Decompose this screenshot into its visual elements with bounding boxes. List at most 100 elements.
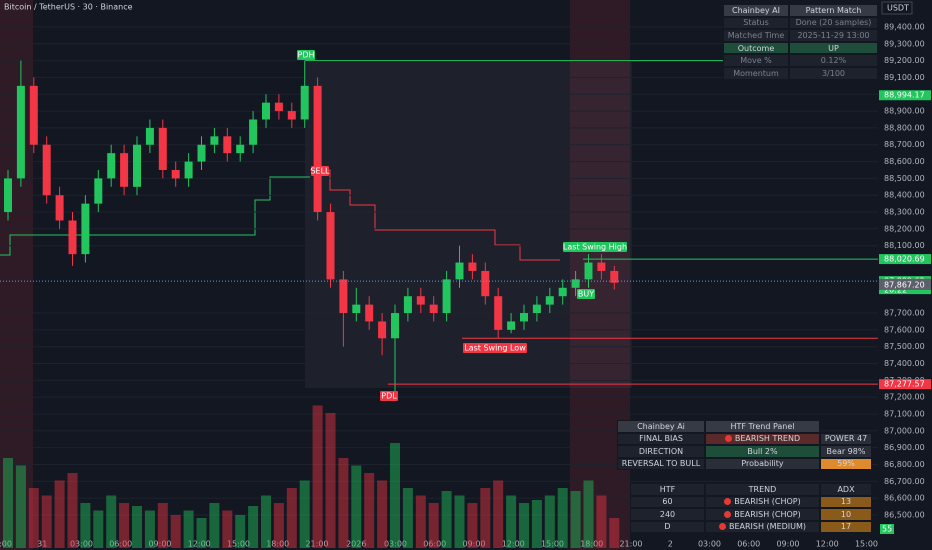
panel-cell: DIRECTION	[617, 445, 705, 458]
annotation: Last Swing Low	[464, 344, 526, 353]
bias-dot	[724, 435, 732, 443]
y-tick-label: 88,400.00	[884, 191, 925, 200]
y-tick-label: 86,600.00	[884, 494, 925, 503]
pattern-cell: 2025-11-29 13:00	[789, 29, 878, 42]
volume-bar	[390, 443, 400, 548]
y-tick-label: 87,600.00	[884, 325, 925, 334]
candle-body	[429, 304, 438, 314]
volume-bar	[261, 495, 271, 548]
cell-text: 0.12%	[820, 56, 847, 66]
y-tick-label: 87,000.00	[884, 426, 925, 435]
volume-bar	[415, 495, 426, 548]
candle-body	[352, 304, 361, 314]
y-tick-label: 87,200.00	[884, 393, 925, 402]
candle-body	[507, 321, 516, 330]
candle-body	[274, 102, 283, 112]
candle-body	[571, 279, 580, 288]
htf-cell: D	[630, 520, 705, 533]
trail-line	[0, 176, 310, 256]
volume-bar	[570, 491, 581, 548]
htf-cell: BEARISH (CHOP)	[705, 508, 820, 521]
cell-text: 2025-11-29 13:00	[797, 30, 870, 40]
volume-bar	[441, 491, 452, 548]
cell-text: Done (20 samples)	[795, 18, 872, 28]
volume-bar	[583, 480, 594, 548]
x-tick-label: 03:00	[698, 540, 721, 549]
panel-cell: REVERSAL TO BULL	[617, 457, 705, 470]
annotation-bg	[297, 50, 315, 60]
panel-cell: POWER 47	[820, 432, 872, 445]
volume-bar	[377, 480, 388, 548]
x-tick-label: 12:00	[502, 540, 525, 549]
cell-text: Chainbey AI	[732, 5, 780, 15]
volume-bar	[3, 458, 13, 548]
volume-bar	[493, 480, 504, 548]
annotation-bg	[577, 289, 595, 299]
candle-body	[532, 304, 541, 314]
volume-bar	[531, 500, 542, 548]
volume-bar	[299, 480, 310, 548]
cell-text: 10	[840, 509, 852, 519]
pattern-cell: Move %	[723, 54, 789, 67]
htf-header: HTF	[630, 483, 705, 496]
candle-body	[403, 296, 412, 314]
y-tick-label: 89,200.00	[884, 56, 925, 65]
candle-body	[558, 287, 567, 297]
y-tick-label: 87,500.00	[884, 342, 925, 351]
candle-body	[300, 85, 309, 120]
volume-bar	[325, 413, 336, 548]
x-tick-label: 18:00	[266, 540, 289, 549]
volume-bar	[428, 503, 439, 548]
panel-cell: BEARISH TREND	[705, 432, 820, 445]
y-tick-label: 88,100.00	[884, 241, 925, 250]
x-tick-label: 0:00	[0, 540, 12, 549]
volume-bar	[183, 510, 194, 548]
volume-bar	[609, 518, 620, 548]
volume-bar	[248, 506, 259, 548]
annotation: PDL	[381, 392, 397, 401]
candle-body	[442, 279, 451, 314]
volume-bar	[312, 405, 323, 548]
candle-body	[236, 144, 245, 154]
panel-header: Chainbey Ai	[617, 420, 705, 433]
panel-cell: 59%	[820, 457, 872, 470]
countdown: 55	[882, 525, 892, 534]
x-tick-label: 31	[37, 540, 47, 549]
candle-body	[133, 144, 141, 187]
annotation: BUY	[578, 290, 594, 299]
volume-bar	[41, 495, 52, 548]
x-tick-label: 15:00	[227, 540, 250, 549]
volume-bar	[196, 518, 207, 548]
cell-text: D	[664, 522, 671, 532]
panel-cell: Probability	[705, 457, 820, 470]
candle-body	[107, 153, 116, 179]
cell-text: REVERSAL TO BULL	[621, 459, 701, 469]
symbol-title: Bitcoin / TetherUS · 30 · Binance	[4, 3, 133, 12]
pattern-cell: Pattern Match	[789, 4, 878, 17]
x-tick-label: 09:00	[148, 540, 171, 549]
cell-text: BEARISH (CHOP)	[734, 509, 801, 519]
candle-body	[545, 296, 554, 305]
pattern-cell: Chainbey AI	[723, 4, 789, 17]
htf-cell: BEARISH (CHOP)	[705, 495, 820, 508]
price-label-bg	[879, 279, 931, 290]
volume-bar	[480, 488, 491, 548]
y-tick-label: 88,500.00	[884, 174, 925, 183]
countdown-bg	[880, 524, 894, 534]
htf-cell: 13	[820, 495, 872, 508]
y-tick-label: 88,600.00	[884, 157, 925, 166]
range-box	[305, 62, 632, 388]
x-tick-label: 03:00	[70, 540, 93, 549]
volume-bar	[467, 503, 478, 548]
cell-text: 60	[662, 497, 673, 507]
candle-body	[378, 321, 387, 339]
panel-cell: Bull 2%	[705, 445, 820, 458]
volume-bar	[15, 465, 26, 548]
htf-cell: 17	[820, 520, 872, 533]
htf-header: ADX	[820, 483, 872, 496]
volume-bar	[93, 510, 104, 548]
candle-body	[223, 136, 232, 154]
y-tick-label: 86,900.00	[884, 443, 925, 452]
candle-body	[584, 262, 593, 280]
currency: USDT	[887, 4, 909, 13]
